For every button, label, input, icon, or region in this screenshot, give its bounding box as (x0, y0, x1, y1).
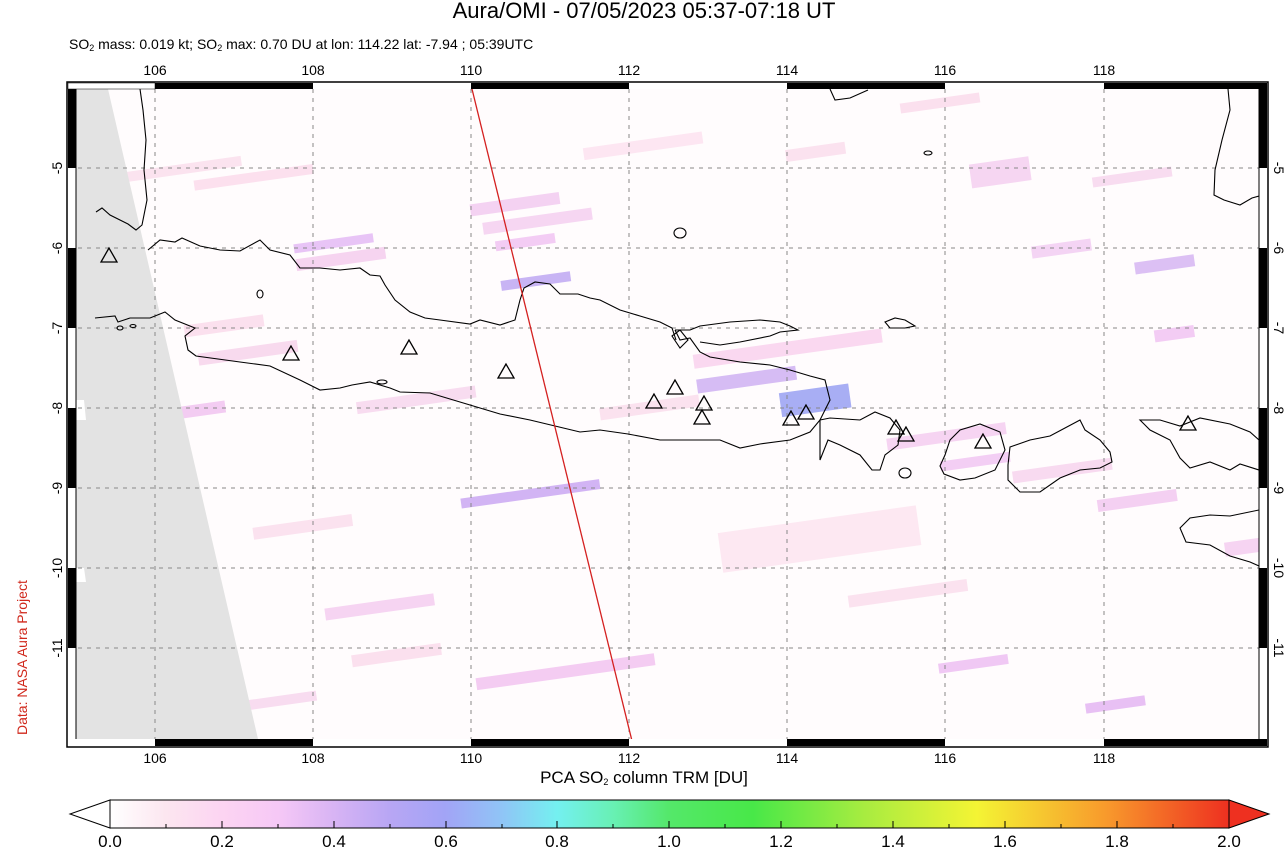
x-tick-bottom: 118 (1092, 750, 1116, 766)
plot-area (69, 89, 1259, 739)
grid-lines (69, 89, 1259, 739)
subtitle-text: max: 0.70 DU at lon: 114.22 lat: -7.94 ;… (222, 36, 534, 52)
colorbar-tick: 2.0 (1217, 832, 1241, 851)
y-tick-right: -11 (1271, 638, 1287, 658)
volcano-icon (694, 394, 714, 411)
x-tick-bottom: 110 (459, 750, 483, 766)
x-tick-bottom: 108 (301, 750, 325, 766)
colorbar-tick: 0.2 (210, 832, 234, 851)
volcano-icon (665, 378, 685, 395)
colorbar-tick: 1.0 (657, 832, 681, 851)
colorbar-tick: 0.4 (322, 832, 346, 851)
colorbar-label: PCA SO2 column TRM [DU] (0, 768, 1288, 788)
y-tick-right: -5 (1271, 161, 1287, 175)
y-tick-right: -10 (1271, 557, 1287, 579)
volcano-icon (692, 408, 712, 425)
y-tick-right: -7 (1271, 321, 1287, 335)
subscript: 2 (89, 43, 95, 53)
x-tick-top: 108 (301, 62, 325, 78)
y-tick-left: -11 (49, 638, 65, 658)
volcano-markers (99, 246, 1198, 449)
y-tick-right: -6 (1271, 241, 1287, 255)
volcano-icon (781, 409, 801, 426)
colorbar (68, 799, 1271, 829)
volcano-icon (1178, 414, 1198, 431)
subscript: 2 (603, 777, 609, 787)
colorbar-tick: 1.2 (769, 832, 793, 851)
so2-pixels (69, 92, 1259, 715)
subtitle-text: mass: 0.019 kt; SO (94, 36, 218, 52)
volcano-icon (973, 432, 993, 449)
colorbar-tick: 0.6 (434, 832, 458, 851)
x-tick-top: 112 (617, 62, 641, 78)
x-tick-top: 118 (1092, 62, 1116, 78)
missing-data-swath (69, 89, 258, 739)
colorbar-tick: 0.0 (98, 832, 122, 851)
volcano-icon (399, 338, 419, 355)
volcano-icon (644, 392, 664, 409)
chart-title: Aura/OMI - 07/05/2023 05:37-07:18 UT (452, 0, 836, 23)
x-tick-top: 110 (459, 62, 483, 78)
colorbar-label-text: PCA SO (540, 768, 604, 787)
subscript: 2 (217, 43, 223, 53)
y-tick-left: -8 (49, 401, 65, 415)
volcano-icon (496, 362, 516, 379)
y-tick-left: -6 (49, 241, 65, 255)
colorbar-tick: 0.8 (545, 832, 569, 851)
x-tick-bottom: 112 (617, 750, 641, 766)
coastlines (94, 89, 1259, 567)
subtitle-text: SO (69, 36, 90, 52)
volcano-icon (886, 418, 906, 435)
orbit-track-line (471, 89, 633, 739)
y-tick-left: -9 (49, 481, 65, 495)
volcano-icon (99, 246, 119, 263)
colorbar-max-arrow (1228, 799, 1271, 829)
colorbar-tick: 1.4 (881, 832, 905, 851)
colorbar-tick: 1.8 (1105, 832, 1129, 851)
y-tick-left: -5 (49, 161, 65, 175)
chart-subtitle: SO2 mass: 0.019 kt; SO2 max: 0.70 DU at … (69, 36, 533, 53)
x-tick-bottom: 106 (143, 750, 167, 766)
y-tick-left: -10 (49, 557, 65, 579)
y-tick-right: -9 (1271, 481, 1287, 495)
volcano-icon (896, 425, 916, 442)
map-frame (66, 81, 1269, 748)
x-tick-top: 114 (775, 62, 799, 78)
y-tick-right: -8 (1271, 401, 1287, 415)
x-tick-bottom: 114 (775, 750, 799, 766)
colorbar-min-arrow (68, 799, 111, 829)
colorbar-label-text: column TRM [DU] (608, 768, 748, 787)
x-tick-top: 116 (933, 62, 957, 78)
y-tick-left: -7 (49, 321, 65, 335)
x-tick-bottom: 116 (933, 750, 957, 766)
x-tick-top: 106 (143, 62, 167, 78)
volcano-icon (796, 403, 816, 420)
volcano-icon (281, 344, 301, 361)
colorbar-tick: 1.6 (993, 832, 1017, 851)
